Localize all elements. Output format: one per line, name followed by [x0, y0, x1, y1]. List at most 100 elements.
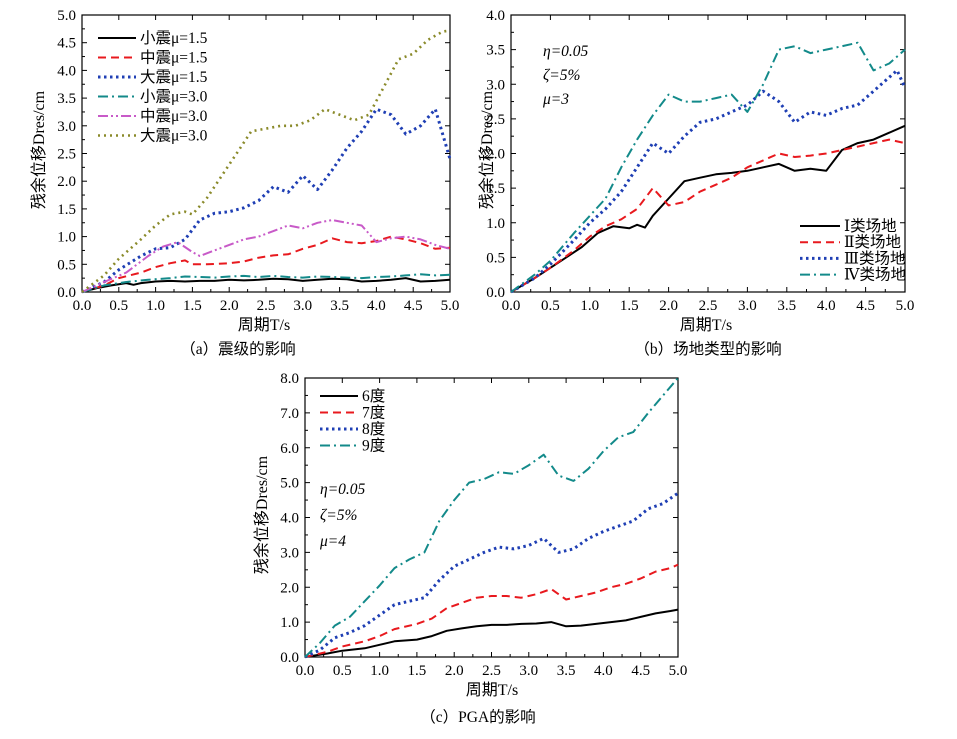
x-tick-label: 1.5 — [620, 298, 639, 314]
x-tick-label: 4.5 — [404, 298, 423, 314]
y-tick-label: 6.0 — [280, 441, 299, 457]
y-tick-label: 4.0 — [280, 511, 299, 527]
x-tick-label: 4.5 — [856, 298, 875, 314]
x-tick-label: 4.0 — [367, 298, 386, 314]
series-line-1 — [510, 124, 906, 293]
x-tick-label: 2.5 — [257, 298, 276, 314]
annotation: ζ=5% — [543, 67, 580, 84]
series-group — [510, 41, 907, 294]
x-tick-label: 3.5 — [777, 298, 796, 314]
annotation-group: η=0.05 ζ=5% μ=4 — [319, 481, 366, 550]
y-tick-label: 4.5 — [57, 36, 76, 52]
series-line-1 — [304, 608, 679, 658]
y-tick-label: 2.5 — [486, 112, 505, 128]
y-axis-label: 残余位移Dres/cm — [29, 90, 48, 209]
legend-label: 小震μ=3.0 — [140, 88, 208, 106]
legend-label: Ⅲ类场地 — [844, 249, 905, 267]
y-tick-label: 0.0 — [57, 285, 76, 301]
x-tick-label: 3.0 — [293, 298, 312, 314]
series-line-2 — [510, 138, 906, 293]
x-tick-label: 5.0 — [896, 298, 915, 314]
annotation: η=0.05 — [543, 43, 589, 60]
y-tick-label: 5.0 — [57, 8, 76, 24]
y-tick-label: 1.5 — [486, 181, 505, 197]
legend-label: 大震μ=1.5 — [140, 68, 208, 86]
x-tick-label: 2.5 — [482, 663, 501, 679]
series-line-3 — [81, 107, 452, 294]
annotation-group: η=0.05 ζ=5% μ=3 — [542, 43, 589, 108]
x-tick-label: 0.0 — [502, 298, 521, 314]
series-line-5 — [81, 219, 451, 293]
panel-caption: （c）PGA的影响 — [420, 708, 535, 726]
annotation: η=0.05 — [320, 481, 366, 498]
x-axis-label: 周期T/s — [680, 316, 732, 334]
x-tick-label: 5.0 — [441, 298, 460, 314]
x-tick-label: 4.5 — [631, 663, 650, 679]
series-line-1 — [81, 277, 451, 293]
x-tick-label: 4.0 — [594, 663, 613, 679]
plot-frame — [81, 14, 451, 293]
legend-label: 中震μ=1.5 — [140, 49, 208, 67]
series-line-2 — [81, 235, 451, 293]
x-axis: 0.0 0.5 1.0 1.5 2.0 2.5 3.0 3.5 4.0 4.5 5.0 — [296, 378, 688, 679]
series-line-4 — [304, 377, 679, 658]
x-axis: 0.0 0.5 1.0 1.5 2.0 2.5 3.0 3.5 4.0 4.5 5.0 — [73, 15, 460, 314]
x-tick-label: 1.0 — [580, 298, 599, 314]
series-line-4 — [81, 273, 451, 293]
x-tick-label: 1.5 — [183, 298, 202, 314]
x-tick-label: 2.5 — [699, 298, 718, 314]
x-axis-label: 周期T/s — [238, 316, 290, 334]
y-tick-label: 0.0 — [486, 285, 505, 301]
annotation: μ=3 — [542, 91, 569, 108]
panel-caption: （a）震级的影响 — [180, 340, 295, 358]
annotation: μ=4 — [319, 533, 346, 550]
y-axis: 0.0 0.5 1.0 1.5 2.0 2.5 3.0 3.5 4.0 4.5 5.0 — [57, 8, 450, 301]
legend-label: 大震μ=3.0 — [140, 127, 208, 145]
y-tick-label: 1.5 — [57, 202, 76, 218]
series-group — [81, 29, 452, 294]
x-tick-label: 0.0 — [73, 298, 92, 314]
y-axis-label: 残余位移Dres/cm — [477, 90, 496, 209]
series-group — [304, 377, 679, 659]
x-tick-label: 3.5 — [557, 663, 576, 679]
y-tick-label: 1.0 — [57, 230, 76, 246]
y-tick-label: 2.5 — [57, 147, 76, 163]
y-tick-label: 1.0 — [280, 615, 299, 631]
y-tick-label: 0.5 — [486, 250, 505, 266]
series-line-6 — [81, 29, 451, 294]
y-tick-label: 3.0 — [280, 545, 299, 561]
series-line-3 — [510, 68, 907, 294]
y-tick-label: 7.0 — [280, 406, 299, 422]
chart-panel-a: 0.0 0.5 1.0 1.5 2.0 2.5 3.0 3.5 4.0 4.5 5.0 0.0 0.5 1… — [29, 8, 459, 358]
x-tick-label: 5.0 — [669, 663, 688, 679]
annotation: ζ=5% — [320, 507, 357, 524]
y-tick-label: 5.0 — [280, 476, 299, 492]
legend-label: 中震μ=3.0 — [140, 107, 208, 125]
y-axis-label: 残余位移Dres/cm — [252, 455, 271, 574]
legend-label: 8度 — [362, 420, 385, 438]
x-tick-label: 4.0 — [817, 298, 836, 314]
x-axis-label: 周期T/s — [466, 681, 518, 699]
x-tick-label: 2.0 — [220, 298, 239, 314]
series-line-4 — [510, 41, 906, 293]
panel-caption: （b）场地类型的影响 — [634, 340, 781, 358]
legend-label: 9度 — [362, 437, 385, 455]
chart-panel-b: 0.0 0.5 1.0 1.5 2.0 2.5 3.0 3.5 4.0 4.5 5.0 0.0 0.5 1… — [477, 8, 914, 358]
x-tick-label: 1.0 — [370, 663, 389, 679]
chart-panel-c: 0.0 0.5 1.0 1.5 2.0 2.5 3.0 3.5 4.0 4.5 5.0 0.0 1.0 2… — [252, 371, 687, 726]
y-tick-label: 4.0 — [57, 63, 76, 79]
y-tick-label: 3.5 — [57, 91, 76, 107]
y-axis: 0.0 0.5 1.0 1.5 2.0 2.5 3.0 3.5 4.0 — [486, 8, 905, 301]
x-tick-label: 0.5 — [541, 298, 560, 314]
x-tick-label: 0.5 — [109, 298, 128, 314]
y-tick-label: 0.5 — [57, 257, 76, 273]
y-tick-label: 2.0 — [280, 580, 299, 596]
y-axis: 0.0 1.0 2.0 3.0 4.0 5.0 6.0 7.0 8.0 — [280, 371, 678, 666]
x-tick-label: 3.5 — [330, 298, 349, 314]
x-tick-label: 3.0 — [519, 663, 538, 679]
y-tick-label: 2.0 — [57, 174, 76, 190]
